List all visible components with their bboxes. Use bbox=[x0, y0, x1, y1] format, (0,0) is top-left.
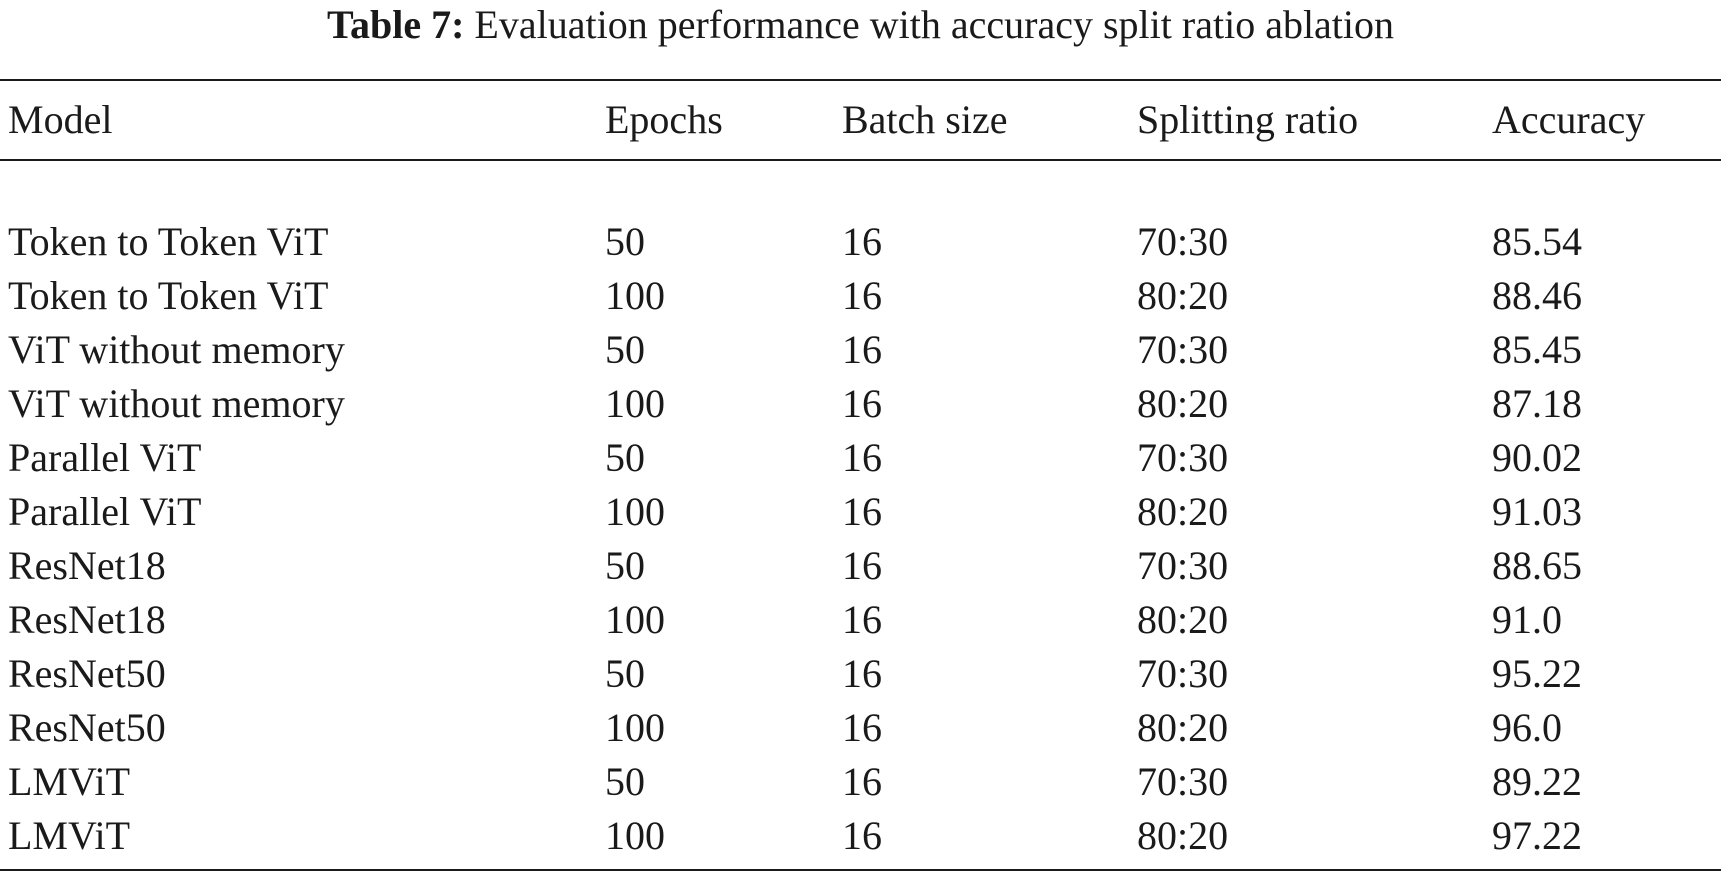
cell-accuracy: 90.02 bbox=[1492, 435, 1582, 480]
cell-accuracy: 88.65 bbox=[1492, 543, 1582, 588]
cell-splitting-ratio: 80:20 bbox=[1137, 489, 1229, 534]
cell-splitting-ratio: 80:20 bbox=[1137, 273, 1229, 318]
cell-model: Token to Token ViT bbox=[8, 273, 329, 318]
cell-model: LMViT bbox=[8, 759, 131, 804]
header-batch-size: Batch size bbox=[842, 97, 1008, 142]
cell-accuracy: 88.46 bbox=[1492, 273, 1582, 318]
cell-model: Parallel ViT bbox=[8, 489, 202, 534]
table-row: LMViT 50 16 70:30 89.22 bbox=[0, 755, 1721, 809]
body-top-spacer bbox=[0, 161, 1721, 215]
cell-batch-size: 16 bbox=[842, 705, 882, 750]
cell-splitting-ratio: 70:30 bbox=[1137, 327, 1229, 372]
header-epochs: Epochs bbox=[605, 97, 723, 142]
cell-accuracy: 89.22 bbox=[1492, 759, 1582, 804]
cell-epochs: 50 bbox=[605, 543, 645, 588]
cell-batch-size: 16 bbox=[842, 597, 882, 642]
cell-splitting-ratio: 70:30 bbox=[1137, 543, 1229, 588]
cell-splitting-ratio: 70:30 bbox=[1137, 219, 1229, 264]
cell-epochs: 50 bbox=[605, 219, 645, 264]
table-row: ViT without memory 50 16 70:30 85.45 bbox=[0, 323, 1721, 377]
header-row: Model Epochs Batch size Splitting ratio … bbox=[0, 81, 1721, 159]
table-row: ViT without memory 100 16 80:20 87.18 bbox=[0, 377, 1721, 431]
cell-accuracy: 85.54 bbox=[1492, 219, 1582, 264]
cell-batch-size: 16 bbox=[842, 651, 882, 696]
table-caption-label: Table 7: bbox=[326, 2, 465, 47]
table-row: ResNet18 50 16 70:30 88.65 bbox=[0, 539, 1721, 593]
cell-batch-size: 16 bbox=[842, 543, 882, 588]
table-row: Parallel ViT 100 16 80:20 91.03 bbox=[0, 485, 1721, 539]
cell-accuracy: 96.0 bbox=[1492, 705, 1562, 750]
results-table-body: Token to Token ViT 50 16 70:30 85.54 Token to… bbox=[0, 161, 1721, 863]
header-model: Model bbox=[8, 97, 113, 142]
cell-accuracy: 95.22 bbox=[1492, 651, 1582, 696]
results-table: Model Epochs Batch size Splitting ratio … bbox=[0, 81, 1721, 159]
cell-model: Parallel ViT bbox=[8, 435, 202, 480]
cell-splitting-ratio: 80:20 bbox=[1137, 813, 1229, 858]
cell-model: ResNet50 bbox=[8, 705, 166, 750]
cell-epochs: 100 bbox=[605, 381, 665, 426]
cell-splitting-ratio: 80:20 bbox=[1137, 381, 1229, 426]
cell-batch-size: 16 bbox=[842, 273, 882, 318]
cell-accuracy: 85.45 bbox=[1492, 327, 1582, 372]
cell-batch-size: 16 bbox=[842, 435, 882, 480]
cell-epochs: 100 bbox=[605, 813, 665, 858]
table-row: Parallel ViT 50 16 70:30 90.02 bbox=[0, 431, 1721, 485]
cell-model: ResNet18 bbox=[8, 597, 166, 642]
header-accuracy: Accuracy bbox=[1492, 97, 1646, 142]
cell-splitting-ratio: 80:20 bbox=[1137, 597, 1229, 642]
cell-model: ViT without memory bbox=[8, 381, 345, 426]
cell-batch-size: 16 bbox=[842, 381, 882, 426]
cell-epochs: 100 bbox=[605, 597, 665, 642]
cell-accuracy: 87.18 bbox=[1492, 381, 1582, 426]
mid-rule bbox=[0, 159, 1721, 161]
cell-splitting-ratio: 70:30 bbox=[1137, 759, 1229, 804]
cell-batch-size: 16 bbox=[842, 489, 882, 534]
table-row: ResNet50 100 16 80:20 96.0 bbox=[0, 701, 1721, 755]
cell-epochs: 50 bbox=[605, 759, 645, 804]
cell-batch-size: 16 bbox=[842, 759, 882, 804]
cell-batch-size: 16 bbox=[842, 813, 882, 858]
cell-batch-size: 16 bbox=[842, 327, 882, 372]
cell-epochs: 50 bbox=[605, 651, 645, 696]
table-row: LMViT 100 16 80:20 97.22 bbox=[0, 809, 1721, 863]
cell-model: LMViT bbox=[8, 813, 131, 858]
cell-model: ResNet18 bbox=[8, 543, 166, 588]
table-row: Token to Token ViT 50 16 70:30 85.54 bbox=[0, 215, 1721, 269]
table-row: Token to Token ViT 100 16 80:20 88.46 bbox=[0, 269, 1721, 323]
table-caption: Table 7: Evaluation performance with acc… bbox=[0, 0, 1721, 50]
cell-epochs: 100 bbox=[605, 273, 665, 318]
cell-accuracy: 91.03 bbox=[1492, 489, 1582, 534]
cell-accuracy: 97.22 bbox=[1492, 813, 1582, 858]
top-rule bbox=[0, 79, 1721, 81]
cell-model: ViT without memory bbox=[8, 327, 345, 372]
cell-epochs: 100 bbox=[605, 705, 665, 750]
table-row: ResNet18 100 16 80:20 91.0 bbox=[0, 593, 1721, 647]
cell-epochs: 50 bbox=[605, 435, 645, 480]
cell-splitting-ratio: 70:30 bbox=[1137, 651, 1229, 696]
cell-batch-size: 16 bbox=[842, 219, 882, 264]
cell-epochs: 100 bbox=[605, 489, 665, 534]
cell-epochs: 50 bbox=[605, 327, 645, 372]
cell-model: ResNet50 bbox=[8, 651, 166, 696]
table-caption-text: Evaluation performance with accuracy spl… bbox=[474, 2, 1395, 47]
header-splitting-ratio: Splitting ratio bbox=[1137, 97, 1359, 142]
cell-model: Token to Token ViT bbox=[8, 219, 329, 264]
cell-splitting-ratio: 70:30 bbox=[1137, 435, 1229, 480]
results-table-container: Model Epochs Batch size Splitting ratio … bbox=[0, 79, 1721, 871]
cell-accuracy: 91.0 bbox=[1492, 597, 1562, 642]
table-row: ResNet50 50 16 70:30 95.22 bbox=[0, 647, 1721, 701]
cell-splitting-ratio: 80:20 bbox=[1137, 705, 1229, 750]
